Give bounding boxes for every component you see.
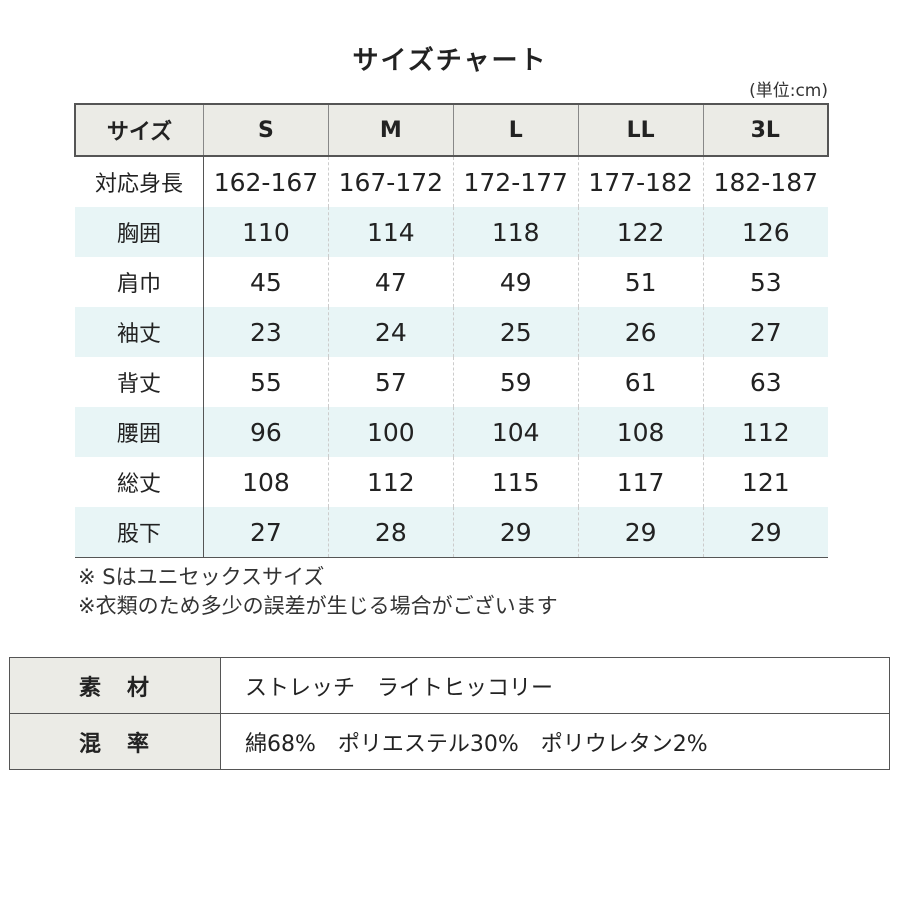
table-cell: 172-177 (452, 156, 579, 207)
header-cell: 3L (702, 103, 829, 157)
table-cell: 23 (203, 307, 329, 357)
table-row: 袖丈 23 24 25 26 27 (75, 307, 828, 357)
table-cell: 27 (203, 507, 329, 558)
table-row: 背丈 55 57 59 61 63 (75, 357, 828, 407)
table-cell: 115 (452, 457, 579, 507)
table-cell: 114 (327, 207, 454, 257)
row-label: 肩巾 (75, 257, 204, 307)
table-cell: 118 (452, 207, 579, 257)
table-cell: 47 (327, 257, 454, 307)
table-cell: 108 (203, 457, 329, 507)
table-cell: 25 (452, 307, 579, 357)
table-cell: 112 (327, 457, 454, 507)
table-cell: 29 (702, 507, 828, 558)
table-row: 対応身長 162-167 167-172 172-177 177-182 182-187 (75, 156, 828, 207)
notes: ※ Sはユニセックスサイズ ※衣類のため多少の誤差が生じる場合がございます (78, 563, 558, 621)
row-label: 胸囲 (75, 207, 204, 257)
blend-row: 混 率 綿68% ポリエステル30% ポリウレタン2% (9, 713, 890, 770)
table-cell: 53 (702, 257, 828, 307)
note: ※衣類のため多少の誤差が生じる場合がございます (78, 594, 558, 618)
row-label: 腰囲 (75, 407, 204, 457)
table-cell: 51 (577, 257, 704, 307)
row-label: 股下 (75, 507, 204, 558)
size-header-row: サイズ S M L LL 3L (74, 103, 829, 157)
table-cell: 162-167 (203, 156, 329, 207)
blend-value: 綿68% ポリエステル30% ポリウレタン2% (220, 713, 890, 770)
table-cell: 121 (702, 457, 828, 507)
table-cell: 28 (327, 507, 454, 558)
material-value: ストレッチ ライトヒッコリー (220, 657, 890, 714)
table-cell: 167-172 (327, 156, 454, 207)
page-title: サイズチャート (352, 46, 548, 76)
table-cell: 110 (203, 207, 329, 257)
table-cell: 182-187 (702, 156, 828, 207)
row-label: 総丈 (75, 457, 204, 507)
table-row: 胸囲 110 114 118 122 126 (75, 207, 828, 257)
table-cell: 122 (577, 207, 704, 257)
header-cell: サイズ (74, 103, 204, 157)
table-cell: 29 (452, 507, 579, 558)
material-row: 素 材 ストレッチ ライトヒッコリー (9, 657, 890, 714)
table-cell: 45 (203, 257, 329, 307)
table-cell: 27 (702, 307, 828, 357)
table-cell: 126 (702, 207, 828, 257)
unit-label: (単位:cm) (749, 81, 828, 101)
table-cell: 61 (577, 357, 704, 407)
header-cell: S (203, 103, 329, 157)
size-table: サイズ S M L LL 3L 対応身長 162-167 167-172 172-17… (74, 103, 829, 558)
table-cell: 96 (203, 407, 329, 457)
header-cell: L (452, 103, 579, 157)
material-table: 素 材 ストレッチ ライトヒッコリー 混 率 綿68% ポリエステル30% ポリ… (9, 657, 890, 770)
table-cell: 49 (452, 257, 579, 307)
blend-label: 混 率 (9, 713, 221, 770)
table-cell: 112 (702, 407, 828, 457)
table-cell: 26 (577, 307, 704, 357)
table-cell: 24 (327, 307, 454, 357)
table-cell: 108 (577, 407, 704, 457)
row-label: 対応身長 (75, 156, 204, 207)
table-cell: 100 (327, 407, 454, 457)
table-cell: 55 (203, 357, 329, 407)
row-label: 袖丈 (75, 307, 204, 357)
table-row: 腰囲 96 100 104 108 112 (75, 407, 828, 457)
table-cell: 59 (452, 357, 579, 407)
table-cell: 29 (577, 507, 704, 558)
note: ※ Sはユニセックスサイズ (78, 565, 325, 589)
material-label: 素 材 (9, 657, 221, 714)
table-cell: 104 (452, 407, 579, 457)
table-cell: 63 (702, 357, 828, 407)
row-label: 背丈 (75, 357, 204, 407)
header-cell: M (327, 103, 454, 157)
table-row: 総丈 108 112 115 117 121 (75, 457, 828, 507)
table-cell: 117 (577, 457, 704, 507)
header-cell: LL (577, 103, 704, 157)
table-cell: 177-182 (577, 156, 704, 207)
table-row: 股下 27 28 29 29 29 (75, 507, 828, 558)
table-row: 肩巾 45 47 49 51 53 (75, 257, 828, 307)
table-cell: 57 (327, 357, 454, 407)
